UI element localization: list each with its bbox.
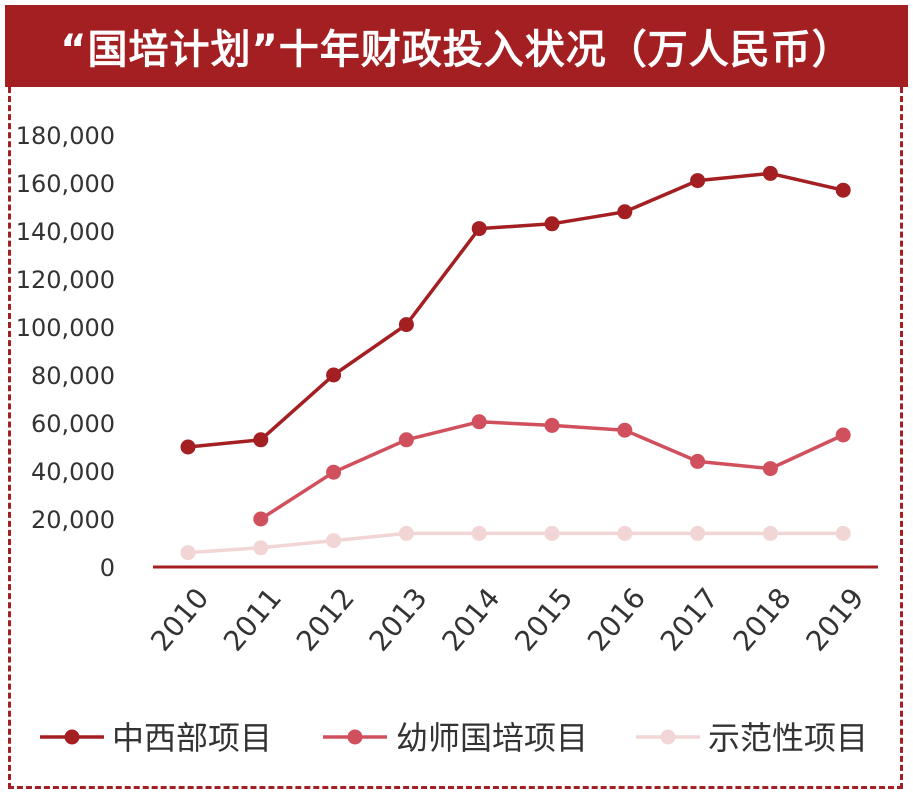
series-line — [187, 171, 844, 449]
legend-marker — [347, 729, 363, 745]
y-tick-label: 80,000 — [31, 362, 115, 390]
y-tick-label: 40,000 — [31, 458, 115, 486]
chart-border — [8, 87, 903, 789]
x-tick-label: 2016 — [581, 582, 652, 658]
legend-label: 示范性项目 — [708, 719, 868, 757]
data-point — [762, 525, 778, 541]
y-tick-label: 120,000 — [16, 266, 115, 294]
data-point — [544, 216, 560, 232]
data-point — [762, 461, 778, 477]
legend-marker — [64, 729, 80, 745]
data-point — [398, 317, 414, 333]
series-line — [187, 531, 844, 555]
data-point — [398, 432, 414, 448]
data-point — [617, 525, 633, 541]
y-tick-label: 0 — [100, 554, 115, 582]
data-point — [180, 545, 196, 561]
y-tick-label: 20,000 — [31, 506, 115, 534]
legend-marker — [660, 729, 676, 745]
data-point — [326, 533, 342, 549]
data-point — [835, 427, 851, 443]
legend-label: 幼师国培项目 — [396, 719, 588, 757]
data-point — [690, 453, 706, 469]
data-point — [617, 422, 633, 438]
data-point — [544, 417, 560, 433]
data-point — [253, 511, 269, 527]
x-tick-label: 2018 — [727, 582, 798, 658]
data-point — [180, 439, 196, 455]
data-point — [617, 204, 633, 220]
x-tick-label: 2012 — [290, 582, 361, 658]
data-point — [762, 165, 778, 181]
data-point — [253, 540, 269, 556]
data-point — [471, 221, 487, 237]
series-line — [259, 420, 844, 521]
data-point — [544, 525, 560, 541]
data-point — [690, 525, 706, 541]
data-point — [690, 173, 706, 189]
y-tick-label: 140,000 — [16, 218, 115, 246]
y-tick-label: 160,000 — [16, 170, 115, 198]
x-tick-label: 2013 — [363, 582, 434, 658]
data-point — [835, 182, 851, 198]
data-point — [253, 432, 269, 448]
data-point — [398, 525, 414, 541]
y-tick-label: 100,000 — [16, 314, 115, 342]
data-point — [471, 525, 487, 541]
data-point — [471, 414, 487, 430]
x-tick-label: 2019 — [799, 582, 870, 658]
x-tick-label: 2015 — [508, 582, 579, 658]
y-tick-label: 60,000 — [31, 410, 115, 438]
x-tick-label: 2010 — [144, 582, 215, 658]
x-tick-label: 2017 — [654, 582, 725, 658]
data-point — [326, 367, 342, 383]
y-tick-label: 180,000 — [16, 122, 115, 150]
data-point — [326, 464, 342, 480]
title-bar: “国培计划”十年财政投入状况（万人民币） — [5, 5, 908, 87]
data-point — [835, 525, 851, 541]
x-tick-label: 2011 — [217, 582, 288, 658]
legend-label: 中西部项目 — [112, 719, 272, 757]
chart-title: “国培计划”十年财政投入状况（万人民币） — [60, 27, 853, 73]
x-tick-label: 2014 — [435, 582, 506, 658]
